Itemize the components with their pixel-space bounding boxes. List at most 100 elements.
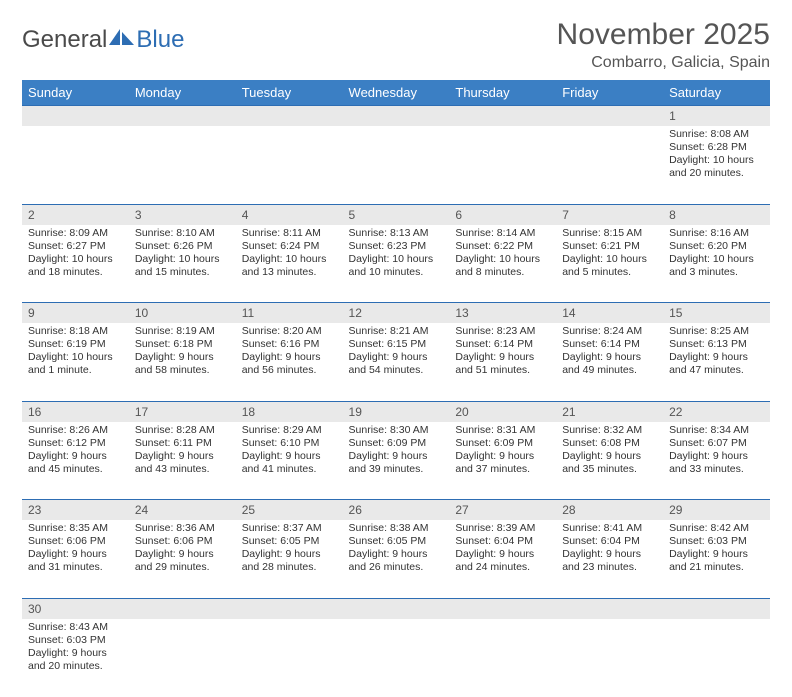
day2-text: and 43 minutes. xyxy=(135,463,230,476)
day-content-cell xyxy=(129,126,236,204)
day-content-cell xyxy=(449,126,556,204)
day-number-cell: 9 xyxy=(22,303,129,324)
sunrise-text: Sunrise: 8:13 AM xyxy=(349,227,444,240)
weekday-header: Monday xyxy=(129,80,236,106)
day-number-cell: 16 xyxy=(22,401,129,422)
day1-text: Daylight: 9 hours xyxy=(349,450,444,463)
day-content-cell xyxy=(556,126,663,204)
day-content-cell xyxy=(22,126,129,204)
content-row: Sunrise: 8:08 AMSunset: 6:28 PMDaylight:… xyxy=(22,126,770,204)
day-content-cell: Sunrise: 8:20 AMSunset: 6:16 PMDaylight:… xyxy=(236,323,343,401)
sunrise-text: Sunrise: 8:10 AM xyxy=(135,227,230,240)
daynum-row: 16171819202122 xyxy=(22,401,770,422)
day-number-cell: 29 xyxy=(663,500,770,521)
sunset-text: Sunset: 6:19 PM xyxy=(28,338,123,351)
sunrise-text: Sunrise: 8:08 AM xyxy=(669,128,764,141)
day-number-cell xyxy=(22,106,129,127)
day1-text: Daylight: 9 hours xyxy=(135,450,230,463)
day1-text: Daylight: 9 hours xyxy=(28,647,123,660)
day-number-cell: 14 xyxy=(556,303,663,324)
weekday-header: Thursday xyxy=(449,80,556,106)
day2-text: and 10 minutes. xyxy=(349,266,444,279)
sunrise-text: Sunrise: 8:25 AM xyxy=(669,325,764,338)
sunrise-text: Sunrise: 8:24 AM xyxy=(562,325,657,338)
day2-text: and 49 minutes. xyxy=(562,364,657,377)
location: Combarro, Galicia, Spain xyxy=(557,54,770,72)
day-content-cell: Sunrise: 8:24 AMSunset: 6:14 PMDaylight:… xyxy=(556,323,663,401)
day-content-cell: Sunrise: 8:41 AMSunset: 6:04 PMDaylight:… xyxy=(556,520,663,598)
day-content-cell xyxy=(449,619,556,697)
day-number-cell: 22 xyxy=(663,401,770,422)
day-content-cell xyxy=(129,619,236,697)
daynum-row: 23242526272829 xyxy=(22,500,770,521)
content-row: Sunrise: 8:35 AMSunset: 6:06 PMDaylight:… xyxy=(22,520,770,598)
day-number: 5 xyxy=(349,208,356,222)
day1-text: Daylight: 9 hours xyxy=(135,548,230,561)
day-number-cell: 7 xyxy=(556,204,663,225)
sunrise-text: Sunrise: 8:31 AM xyxy=(455,424,550,437)
day-number: 9 xyxy=(28,306,35,320)
day-number-cell xyxy=(343,106,450,127)
day2-text: and 54 minutes. xyxy=(349,364,444,377)
sunrise-text: Sunrise: 8:34 AM xyxy=(669,424,764,437)
day-number-cell: 15 xyxy=(663,303,770,324)
day2-text: and 51 minutes. xyxy=(455,364,550,377)
sunset-text: Sunset: 6:24 PM xyxy=(242,240,337,253)
day-number: 1 xyxy=(669,109,676,123)
sunset-text: Sunset: 6:03 PM xyxy=(28,634,123,647)
day-content-cell: Sunrise: 8:31 AMSunset: 6:09 PMDaylight:… xyxy=(449,422,556,500)
day-content-cell: Sunrise: 8:21 AMSunset: 6:15 PMDaylight:… xyxy=(343,323,450,401)
day2-text: and 31 minutes. xyxy=(28,561,123,574)
day2-text: and 3 minutes. xyxy=(669,266,764,279)
day-content-cell xyxy=(236,619,343,697)
day2-text: and 26 minutes. xyxy=(349,561,444,574)
sunrise-text: Sunrise: 8:21 AM xyxy=(349,325,444,338)
day-number: 8 xyxy=(669,208,676,222)
day2-text: and 13 minutes. xyxy=(242,266,337,279)
day-content-cell xyxy=(556,619,663,697)
day-number: 4 xyxy=(242,208,249,222)
day-content-cell xyxy=(343,126,450,204)
sunrise-text: Sunrise: 8:32 AM xyxy=(562,424,657,437)
day2-text: and 18 minutes. xyxy=(28,266,123,279)
day-content-cell: Sunrise: 8:39 AMSunset: 6:04 PMDaylight:… xyxy=(449,520,556,598)
content-row: Sunrise: 8:43 AMSunset: 6:03 PMDaylight:… xyxy=(22,619,770,697)
content-row: Sunrise: 8:26 AMSunset: 6:12 PMDaylight:… xyxy=(22,422,770,500)
day-content-cell: Sunrise: 8:32 AMSunset: 6:08 PMDaylight:… xyxy=(556,422,663,500)
sunrise-text: Sunrise: 8:18 AM xyxy=(28,325,123,338)
day-content-cell: Sunrise: 8:15 AMSunset: 6:21 PMDaylight:… xyxy=(556,225,663,303)
day1-text: Daylight: 9 hours xyxy=(455,351,550,364)
day-number: 3 xyxy=(135,208,142,222)
day-number: 28 xyxy=(562,503,575,517)
sunrise-text: Sunrise: 8:38 AM xyxy=(349,522,444,535)
day-content-cell: Sunrise: 8:36 AMSunset: 6:06 PMDaylight:… xyxy=(129,520,236,598)
day-number: 25 xyxy=(242,503,255,517)
day-content-cell: Sunrise: 8:26 AMSunset: 6:12 PMDaylight:… xyxy=(22,422,129,500)
day1-text: Daylight: 9 hours xyxy=(669,450,764,463)
day2-text: and 41 minutes. xyxy=(242,463,337,476)
day-content-cell: Sunrise: 8:14 AMSunset: 6:22 PMDaylight:… xyxy=(449,225,556,303)
day-content-cell: Sunrise: 8:30 AMSunset: 6:09 PMDaylight:… xyxy=(343,422,450,500)
day-content-cell: Sunrise: 8:43 AMSunset: 6:03 PMDaylight:… xyxy=(22,619,129,697)
day-number: 21 xyxy=(562,405,575,419)
day2-text: and 28 minutes. xyxy=(242,561,337,574)
day-number-cell xyxy=(129,598,236,619)
day2-text: and 21 minutes. xyxy=(669,561,764,574)
sunset-text: Sunset: 6:05 PM xyxy=(349,535,444,548)
day-number-cell xyxy=(236,598,343,619)
calendar-body: 1 Sunrise: 8:08 AMSunset: 6:28 PMDayligh… xyxy=(22,106,770,697)
day2-text: and 20 minutes. xyxy=(669,167,764,180)
day1-text: Daylight: 10 hours xyxy=(135,253,230,266)
logo-text-blue: Blue xyxy=(136,26,184,54)
sunset-text: Sunset: 6:15 PM xyxy=(349,338,444,351)
day1-text: Daylight: 9 hours xyxy=(669,548,764,561)
header: General Blue November 2025 Combarro, Gal… xyxy=(22,18,770,72)
sunrise-text: Sunrise: 8:43 AM xyxy=(28,621,123,634)
day-number-cell xyxy=(449,106,556,127)
day-number-cell: 18 xyxy=(236,401,343,422)
day-number-cell: 3 xyxy=(129,204,236,225)
day-number: 27 xyxy=(455,503,468,517)
day-content-cell: Sunrise: 8:23 AMSunset: 6:14 PMDaylight:… xyxy=(449,323,556,401)
day2-text: and 8 minutes. xyxy=(455,266,550,279)
day-content-cell: Sunrise: 8:34 AMSunset: 6:07 PMDaylight:… xyxy=(663,422,770,500)
